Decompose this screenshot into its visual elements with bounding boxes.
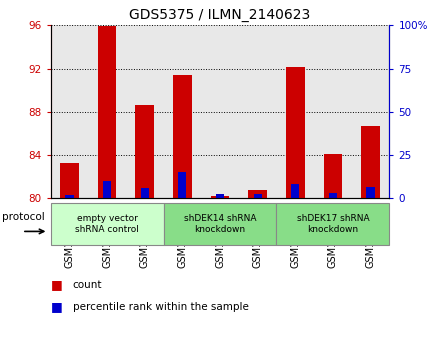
Text: percentile rank within the sample: percentile rank within the sample [73,302,249,312]
Bar [253,193,262,198]
Bar [291,184,300,198]
Bar [98,26,117,198]
Bar [286,68,305,198]
Text: ■: ■ [51,278,62,291]
Bar [211,196,229,198]
Text: ■: ■ [51,300,62,313]
Bar [140,188,149,198]
Bar [60,163,79,198]
Bar [323,154,342,198]
Bar [367,187,375,198]
Bar [216,195,224,198]
Text: empty vector
shRNA control: empty vector shRNA control [75,215,139,234]
Bar [103,181,111,198]
Text: shDEK14 shRNA
knockdown: shDEK14 shRNA knockdown [184,215,256,234]
Bar [136,105,154,198]
Bar [361,126,380,198]
Bar [248,190,267,198]
Bar [329,193,337,198]
Bar [65,195,73,198]
Text: GDS5375 / ILMN_2140623: GDS5375 / ILMN_2140623 [129,8,311,22]
Bar [178,172,187,198]
Text: count: count [73,280,102,290]
Text: protocol: protocol [2,212,45,222]
Bar [173,75,192,198]
Bar [51,203,164,245]
Bar [276,203,389,245]
Bar [164,203,276,245]
Text: shDEK17 shRNA
knockdown: shDEK17 shRNA knockdown [297,215,369,234]
